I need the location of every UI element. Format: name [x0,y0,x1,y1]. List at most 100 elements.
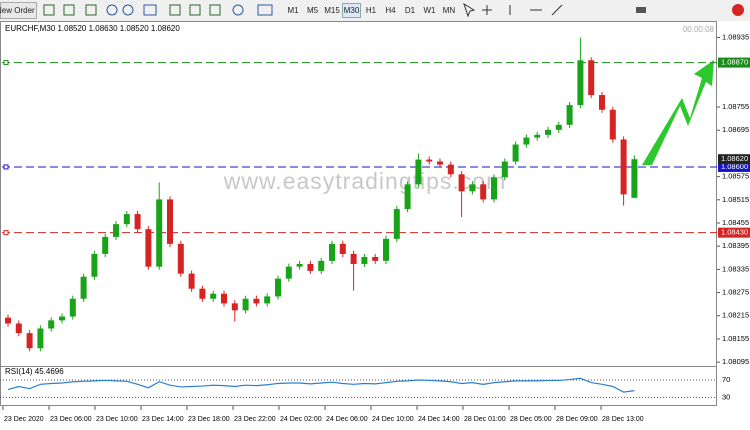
x-tick-label: 24 Dec 06:00 [326,416,368,423]
candle-body [145,229,152,267]
candle-body [566,105,573,125]
candle-body [26,333,33,349]
candle-body [383,238,389,261]
icon[interactable] [509,4,563,16]
candle-body [307,263,314,271]
candle-body [393,209,400,239]
icon[interactable] [232,4,244,16]
timeframe-label: W1 [424,6,437,15]
candle-body [512,144,519,162]
level-label-box [718,227,750,238]
candle-body [620,139,627,195]
icon[interactable] [43,4,55,16]
candle-body [80,276,87,299]
rsi-tick-label: 30 [722,392,730,401]
y-tick-label: 1.08335 [722,264,749,273]
icon[interactable] [636,7,646,13]
rsi-title: RSI(14) 45.4696 [5,367,64,376]
y-tick-label: 1.08215 [722,311,749,320]
icon[interactable] [122,4,134,16]
candle-body [275,278,281,297]
icon[interactable] [463,2,476,18]
y-tick-label: 1.08935 [722,32,749,41]
candle-body [37,328,44,349]
timeframe-button[interactable] [342,3,361,18]
candle-body [113,224,119,237]
icon[interactable] [257,4,273,16]
toolbar [0,0,750,21]
y-tick-label: 1.08155 [722,334,749,343]
timer: 00:00:08 [683,25,715,34]
level-label: 1.08430 [721,228,748,237]
candle-body [577,60,584,106]
icon[interactable] [482,5,492,15]
timeframe-label: M30 [344,6,360,15]
chart-header: EURCHF,M30 1.08520 1.08630 1.08520 1.086… [5,24,180,33]
candle-body [177,243,184,274]
timeframe-label: H4 [385,6,396,15]
rsi-tick-label: 70 [722,375,730,384]
candle-body [69,298,76,317]
level-label-box [718,161,750,172]
candle-body [491,177,497,200]
candle-body [242,298,249,311]
y-tick-label: 1.08455 [722,218,749,227]
candle-body [631,159,638,198]
icon[interactable] [106,4,118,16]
candle-body [545,129,551,135]
timeframe-label: M15 [324,6,340,15]
x-tick-label: 23 Dec 06:00 [50,416,92,423]
candle-body [134,214,141,230]
candle-body [447,164,454,175]
level-label-box [718,57,750,68]
y-tick-label: 1.08095 [722,357,749,366]
bid-label: 1.08620 [721,154,748,163]
x-tick-label: 23 Dec 2020 [4,416,44,423]
candle-body [588,60,595,96]
alert-icon[interactable] [732,4,744,16]
y-tick-label: 1.08395 [722,241,749,250]
candle-body [555,124,562,130]
y-tick-label: 1.08575 [722,172,749,181]
icon[interactable] [85,4,97,16]
candle-body [5,317,11,324]
candle-body [102,236,109,254]
candle-body [199,288,206,299]
candle-body [210,293,217,299]
x-tick-label: 23 Dec 14:00 [142,416,184,423]
candle-body [329,243,335,261]
candle-body [253,298,260,304]
icon[interactable] [169,4,181,16]
timeframe-label: M5 [307,6,319,15]
candle-body [264,296,271,304]
x-tick-label: 28 Dec 13:00 [602,416,644,423]
candle-body [372,257,379,261]
level-label: 1.08870 [721,58,748,67]
toolbar-icons [43,2,744,18]
icon[interactable] [209,4,221,16]
candle-body [458,174,465,192]
y-tick-label: 1.08695 [722,125,749,134]
icon[interactable] [189,4,201,16]
timeframe-label: H1 [366,6,377,15]
candle-body [91,253,98,277]
new-order-button[interactable] [0,2,37,19]
icon[interactable] [63,4,75,16]
plot-area [0,21,717,406]
icon[interactable] [143,4,157,16]
candle-body [523,137,530,145]
candle-body [437,161,443,165]
bid-label-box [718,154,750,165]
x-tick-label: 24 Dec 14:00 [418,416,460,423]
candle-body [480,184,487,200]
candle-body [599,95,605,110]
candle-body [339,243,346,254]
candle-body [318,260,325,271]
timeframe-label: M1 [287,6,299,15]
candle-body [231,303,238,311]
candle-body [285,266,292,279]
candle-body [350,253,357,264]
x-tick-label: 23 Dec 22:00 [234,416,276,423]
y-tick-label: 1.08755 [722,102,749,111]
x-tick-label: 23 Dec 18:00 [188,416,230,423]
